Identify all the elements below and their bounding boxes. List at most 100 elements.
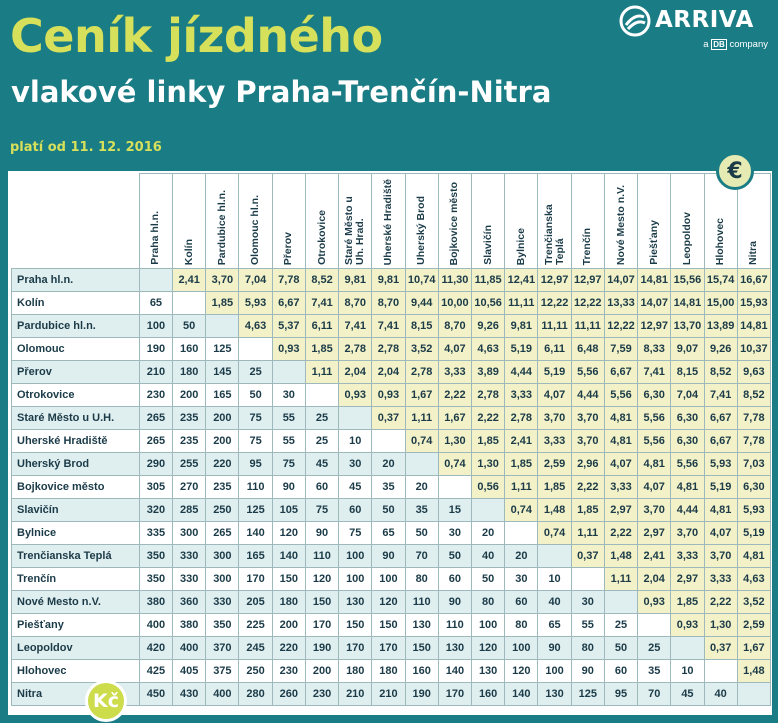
table-cell-czk: 360	[172, 590, 207, 614]
table-cell-czk: 130	[537, 682, 572, 706]
table-cell-czk: 200	[271, 613, 306, 637]
row-station-name: Olomouc	[11, 337, 140, 361]
table-cell-eur: 15,74	[703, 268, 738, 292]
table-cell-eur: 15,93	[736, 291, 772, 315]
table-cell-eur: 2,22	[570, 475, 605, 499]
logo-subline: a DB company	[703, 39, 768, 51]
table-cell-eur: 6,11	[304, 314, 340, 338]
column-header-label: Kolín	[182, 238, 195, 265]
table-cell-czk: 80	[404, 567, 439, 591]
row-station-name: Pardubice hl.n.	[11, 314, 140, 338]
table-cell-eur: 9,63	[736, 360, 772, 384]
row-station-name: Praha hl.n.	[11, 268, 140, 292]
page-subtitle: vlakové linky Praha-Trenčín-Nitra	[11, 75, 552, 109]
table-cell-eur: 9,81	[504, 314, 539, 338]
table-cell-eur: 15,56	[670, 268, 705, 292]
table-cell-eur: 4,63	[471, 337, 506, 361]
table-cell-czk: 300	[205, 544, 240, 568]
column-header: Uherské Hradiště	[371, 173, 406, 269]
table-cell-czk: 190	[138, 337, 174, 361]
table-cell-eur: 5,56	[603, 383, 639, 407]
column-header-label: Slavičín	[481, 225, 494, 265]
table-cell-eur: 15,00	[703, 291, 738, 315]
table-cell-czk: 120	[504, 659, 539, 683]
table-cell-eur: 2,59	[736, 613, 772, 637]
table-cell-eur: 1,48	[603, 544, 639, 568]
column-header-label: Praha hl.n.	[149, 211, 162, 265]
table-cell-czk: 150	[271, 567, 306, 591]
table-cell-czk: 210	[338, 682, 373, 706]
table-cell-eur: 2,78	[471, 383, 506, 407]
table-cell-czk: 350	[205, 613, 240, 637]
row-station-name: Uherský Brod	[11, 452, 140, 476]
table-cell-eur: 7,04	[238, 268, 273, 292]
row-station-name: Otrokovice	[11, 383, 140, 407]
column-header: Otrokovice	[304, 173, 340, 269]
fare-table-card: Praha hl.n. Kolín Pardubice hl.n. Olomouc h…	[8, 171, 772, 715]
table-cell-eur: 7,78	[736, 429, 772, 453]
table-cell-eur: 5,93	[736, 498, 772, 522]
table-cell-czk: 400	[205, 682, 240, 706]
table-cell-czk: 405	[172, 659, 207, 683]
row-station-name: Piešťany	[11, 613, 140, 637]
table-cell-eur: 3,33	[703, 567, 738, 591]
table-row: Bylnice 335 300 265 140 120 90 75 65 50 30 20 0,74 1,…	[11, 521, 772, 545]
table-cell-czk: 90	[304, 521, 340, 545]
table-cell-eur: 1,11	[304, 360, 340, 384]
table-cell-czk: 220	[271, 636, 306, 660]
table-cell-eur: 8,33	[637, 337, 672, 361]
table-cell-eur: 11,30	[437, 268, 473, 292]
table-cell-czk: 235	[172, 406, 207, 430]
table-cell-czk: 125	[238, 498, 273, 522]
column-header-label: Bojkovice město	[448, 181, 461, 265]
table-cell-czk: 140	[504, 682, 539, 706]
table-cell-eur: 3,70	[670, 521, 705, 545]
table-cell-eur: 2,22	[603, 521, 639, 545]
table-cell-czk: 125	[205, 337, 240, 361]
table-cell-eur: 3,70	[570, 429, 605, 453]
table-cell-eur: 2,78	[404, 360, 439, 384]
table-row: Trenčín 350 330 300 170 150 120 100 100 80 60 50 30 1…	[11, 567, 772, 591]
table-cell-czk: 55	[570, 613, 605, 637]
table-row: Otrokovice 230 200 165 50 30 0,93 0,93 1,67 2,22 2…	[11, 383, 772, 407]
table-cell-eur: 12,97	[570, 268, 605, 292]
table-cell-czk: 305	[138, 475, 174, 499]
table-cell-eur: 2,78	[504, 406, 539, 430]
table-cell-eur: 0,37	[703, 636, 738, 660]
table-cell-czk: 80	[504, 613, 539, 637]
table-cell-czk: 265	[138, 429, 174, 453]
table-cell-empty	[471, 498, 506, 522]
table-cell-czk: 245	[238, 636, 273, 660]
column-header: Staré Město u Uh. Hrad.	[338, 173, 373, 269]
table-row: Hlohovec 425 405 375 250 230 200 180 180 160 140 13…	[11, 659, 772, 683]
table-cell-eur: 6,30	[670, 406, 705, 430]
table-cell-eur: 0,74	[404, 429, 439, 453]
page-title: Ceník jízdného	[10, 9, 383, 63]
table-cell-eur: 8,70	[338, 291, 373, 315]
table-cell-czk: 20	[371, 452, 406, 476]
table-corner	[11, 173, 140, 269]
table-cell-eur: 2,78	[371, 337, 406, 361]
row-station-name: Hlohovec	[11, 659, 140, 683]
table-cell-eur: 10,37	[736, 337, 772, 361]
table-cell-eur: 3,70	[537, 406, 572, 430]
logo-brand: ARRIVA	[655, 7, 754, 33]
table-cell-czk: 40	[471, 544, 506, 568]
table-cell-czk: 55	[271, 429, 306, 453]
table-cell-eur: 4,07	[637, 475, 672, 499]
column-header: Pardubice hl.n.	[205, 173, 240, 269]
table-cell-eur: 1,85	[537, 475, 572, 499]
table-cell-eur: 11,11	[537, 314, 572, 338]
table-cell-eur: 2,41	[504, 429, 539, 453]
table-cell-eur: 3,70	[570, 406, 605, 430]
column-header-label: Olomouc hl.n.	[249, 195, 262, 265]
table-cell-eur: 0,93	[637, 590, 672, 614]
table-cell-eur: 12,41	[504, 268, 539, 292]
table-cell-czk: 180	[371, 659, 406, 683]
euro-badge: €	[716, 152, 754, 190]
arriva-logo: ARRIVA a DB company	[619, 5, 771, 55]
table-cell-eur: 13,70	[670, 314, 705, 338]
table-cell-czk: 25	[603, 613, 639, 637]
table-cell-czk: 170	[371, 636, 406, 660]
table-cell-eur: 2,22	[703, 590, 738, 614]
